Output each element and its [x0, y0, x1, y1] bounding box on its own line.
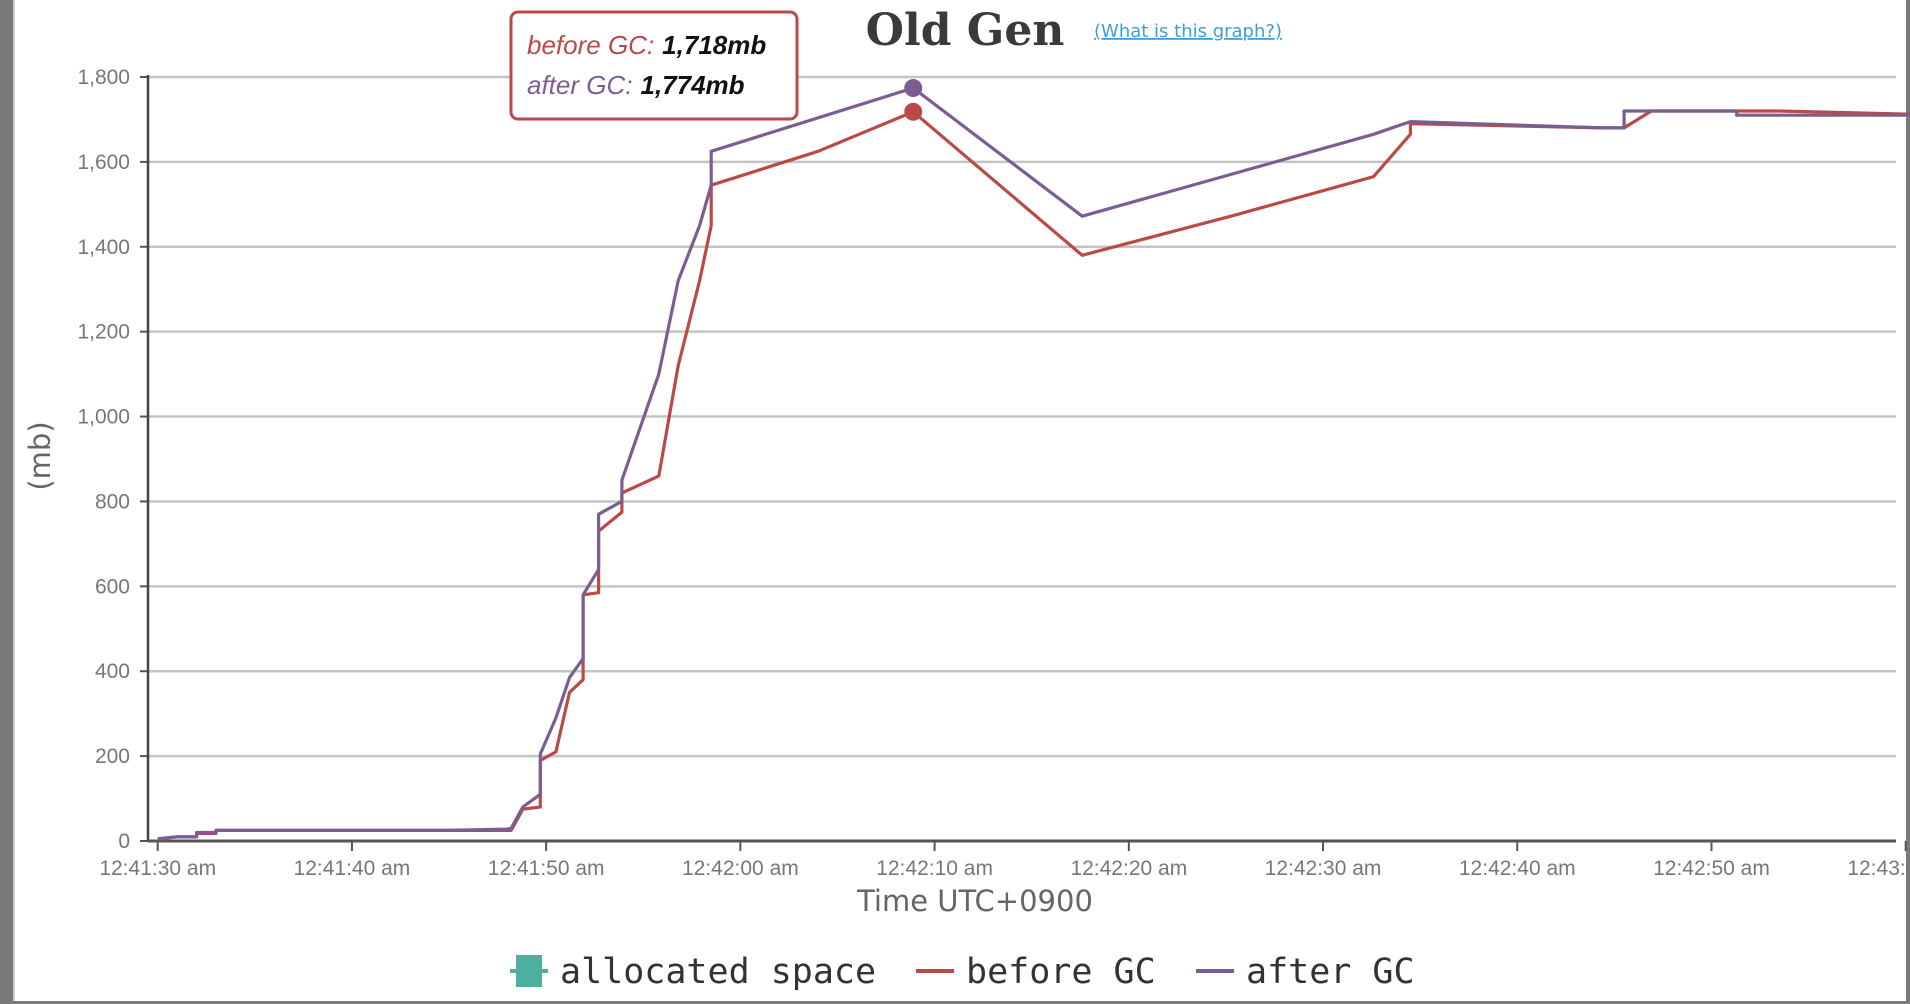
y-tick-label: 400	[95, 660, 130, 683]
x-tick-label: 12:42:00 am	[682, 857, 799, 880]
y-tick-label: 1,400	[77, 236, 130, 259]
y-tick-label: 1,800	[77, 66, 130, 89]
tooltip-marker-before-gc	[904, 103, 922, 121]
tooltip-marker-after-gc	[904, 79, 922, 97]
y-tick-label: 200	[95, 745, 130, 768]
tooltip-value: 1,774mb	[640, 70, 744, 100]
tooltip-box	[511, 12, 797, 119]
x-tick-label: 12:41:30 am	[99, 857, 216, 880]
legend: allocated space before GC after GC	[510, 952, 1415, 992]
legend-label: allocated space	[560, 952, 876, 992]
y-axis: 0 200 400 600 800 1,000 1,200 1,400 1,600 1,800	[77, 66, 148, 853]
tooltip-label: after GC:	[527, 70, 632, 100]
x-tick-label: 12:42:50 am	[1653, 857, 1770, 880]
y-tick-label: 1,600	[77, 151, 130, 174]
y-tick-label: 0	[118, 830, 130, 853]
x-tick-label: 12:41:50 am	[488, 857, 605, 880]
x-tick-label: 12:42:20 am	[1070, 857, 1187, 880]
legend-label: before GC	[966, 952, 1156, 992]
series-line-before-gc	[158, 111, 1910, 839]
grid-lines	[148, 77, 1896, 756]
x-tick-label: 12:42:10 am	[876, 857, 993, 880]
y-axis-label: (mb)	[23, 421, 57, 490]
tooltip-value: 1,718mb	[662, 30, 766, 60]
data-series	[158, 88, 1910, 839]
y-tick-label: 1,200	[77, 321, 130, 344]
y-tick-label: 800	[95, 490, 130, 513]
y-tick-label: 600	[95, 575, 130, 598]
y-tick-label: 1,000	[77, 406, 130, 429]
x-tick-label: 12:41:40 am	[294, 857, 411, 880]
x-axis-label: Time UTC+0900	[856, 884, 1093, 918]
x-tick-label: 12:42:40 am	[1459, 857, 1576, 880]
legend-label: after GC	[1246, 952, 1415, 992]
chart-title: Old Gen	[866, 5, 1065, 56]
tooltip-entry-0: before GC: 1,718mb	[527, 30, 766, 60]
tooltip-label: before GC:	[527, 30, 654, 60]
x-tick-label: 12:43:00 am	[1847, 857, 1910, 880]
legend-swatch-box	[516, 955, 542, 987]
x-axis: 12:41:30 am 12:41:40 am 12:41:50 am 12:42:0…	[99, 841, 1910, 880]
series-line-after-gc	[158, 88, 1910, 839]
x-tick-label: 12:42:30 am	[1265, 857, 1382, 880]
what-is-this-graph-link[interactable]: (What is this graph?)	[1094, 21, 1282, 42]
